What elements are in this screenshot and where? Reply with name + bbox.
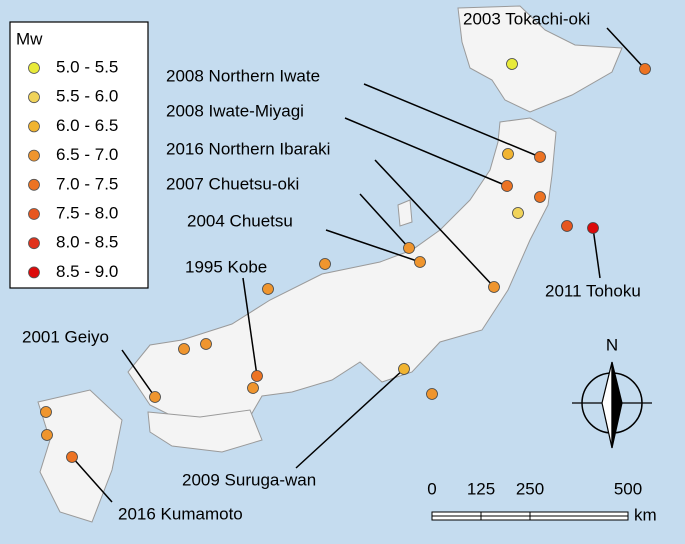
event-label: 2011 Tohoku — [545, 281, 641, 300]
legend-label: 6.0 - 6.5 — [56, 116, 118, 135]
legend-swatch — [28, 120, 40, 133]
event-label: 2004 Chuetsu — [187, 211, 293, 230]
legend-swatch — [28, 266, 40, 279]
scale-label: 125 — [467, 479, 495, 498]
epicenter — [506, 58, 518, 70]
scale-label: 500 — [614, 479, 642, 498]
leader-line — [325, 229, 421, 263]
scale-label: 0 — [427, 479, 436, 498]
event-label: 2016 Northern Ibaraki — [166, 139, 330, 158]
legend-label: 7.0 - 7.5 — [56, 174, 118, 193]
epicenter — [502, 148, 514, 160]
leader-lines — [71, 27, 646, 503]
event-label: 2016 Kumamoto — [118, 504, 243, 523]
legend-title: Mw — [16, 29, 43, 48]
event-label: 2003 Tokachi-oki — [463, 9, 590, 28]
scale-label: 250 — [516, 479, 544, 498]
epicenter — [398, 363, 410, 375]
leader-line — [71, 456, 113, 503]
event-label: 2008 Iwate-Miyagi — [166, 101, 304, 120]
event-label: 2007 Chuetsu-oki — [166, 174, 299, 193]
epicenter — [534, 151, 546, 163]
epicenter — [319, 258, 331, 270]
event-label: 2008 Northern Iwate — [166, 66, 320, 85]
legend-swatch — [28, 62, 40, 74]
leader-line — [295, 368, 405, 469]
north-arrow: N — [572, 335, 652, 449]
legend-swatch — [28, 178, 40, 191]
scale-bar: 0 125 250 500 km — [427, 479, 656, 524]
legend-swatch — [28, 237, 40, 250]
leader-line — [242, 277, 258, 377]
event-label: 2009 Suruga-wan — [182, 470, 316, 489]
legend-items: 5.0 - 5.5 5.5 - 6.0 6.0 - 6.5 6.5 - 7.0 7.0 … — [28, 57, 118, 281]
epicenters — [40, 58, 651, 463]
scale-unit: km — [634, 505, 657, 524]
leader-line — [592, 227, 601, 279]
epicenter — [561, 220, 573, 232]
epicenter — [41, 429, 53, 441]
epicenter — [414, 256, 426, 268]
leader-line — [363, 83, 541, 158]
event-labels: 2003 Tokachi-oki 2008 Northern Iwate 200… — [22, 9, 641, 523]
legend-label: 5.0 - 5.5 — [56, 57, 118, 76]
compass-needle — [611, 361, 623, 449]
epicenter — [512, 207, 524, 219]
epicenter — [40, 406, 52, 418]
epicenter — [534, 191, 546, 203]
epicenter — [178, 343, 190, 355]
legend-label: 5.5 - 6.0 — [56, 87, 118, 106]
legend-label: 7.5 - 8.0 — [56, 203, 118, 222]
sado — [397, 199, 413, 227]
event-label: 2001 Geiyo — [22, 327, 109, 346]
shikoku — [147, 409, 263, 453]
leader-line — [359, 193, 410, 249]
legend-label: 8.0 - 8.5 — [56, 233, 118, 252]
epicenter — [501, 180, 513, 192]
legend-label: 6.5 - 7.0 — [56, 145, 118, 164]
epicenter — [403, 242, 415, 254]
legend-label: 8.5 - 9.0 — [56, 262, 118, 281]
hokkaido — [457, 5, 623, 113]
event-label: 1995 Kobe — [185, 257, 267, 276]
epicenter — [426, 388, 438, 400]
epicenter — [488, 281, 500, 293]
legend-swatch — [28, 208, 40, 220]
leader-line — [121, 349, 156, 398]
epicenter — [200, 338, 212, 350]
leader-line — [374, 159, 495, 288]
epicenter — [639, 63, 651, 75]
legend-swatch — [28, 149, 40, 162]
epicenter — [587, 222, 599, 234]
legend-swatch — [28, 91, 40, 104]
epicenter — [149, 391, 161, 403]
epicenter — [251, 370, 263, 382]
epicenter — [262, 283, 274, 295]
leader-line — [344, 117, 508, 187]
north-label: N — [606, 335, 618, 354]
epicenter — [66, 451, 78, 463]
epicenter — [247, 382, 259, 394]
leader-line — [606, 27, 646, 70]
legend: Mw 5.0 - 5.5 5.5 - 6.0 6.0 - 6.5 6.5 - 7.0 7… — [9, 21, 149, 289]
